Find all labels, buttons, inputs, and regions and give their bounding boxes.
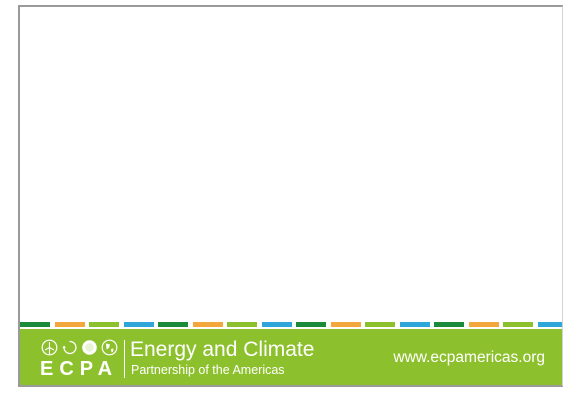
color-stripe-row (20, 322, 562, 327)
logo-icon-group (41, 339, 118, 356)
organization-subtitle: Partnership of the Americas (131, 363, 285, 377)
color-stripe-segment (158, 322, 188, 327)
ecpa-logo-letters: ECPA (40, 358, 119, 380)
organization-title: Energy and Climate (130, 338, 315, 361)
color-stripe-segment (400, 322, 430, 327)
color-stripe-segment (538, 322, 562, 327)
slide-content-area (20, 7, 562, 319)
color-stripe-segment (124, 322, 154, 327)
footer-band: ECPA Energy and Climate Partnership of t… (20, 329, 562, 385)
leaf-cycle-icon (61, 339, 78, 356)
website-url: www.ecpamericas.org (393, 349, 545, 366)
color-stripe-segment (193, 322, 223, 327)
color-stripe-segment (365, 322, 395, 327)
color-stripe-segment (262, 322, 292, 327)
globe-icon (101, 339, 118, 356)
color-stripe-segment (503, 322, 533, 327)
color-stripe-segment (434, 322, 464, 327)
sun-icon (81, 339, 98, 356)
logo-divider (124, 340, 125, 378)
color-stripe-segment (227, 322, 257, 327)
color-stripe-segment (55, 322, 85, 327)
color-stripe-segment (331, 322, 361, 327)
presentation-slide: ECPA Energy and Climate Partnership of t… (18, 5, 563, 387)
color-stripe-segment (20, 322, 50, 327)
wind-turbine-icon (41, 339, 58, 356)
color-stripe-segment (296, 322, 326, 327)
color-stripe-segment (469, 322, 499, 327)
color-stripe-segment (89, 322, 119, 327)
